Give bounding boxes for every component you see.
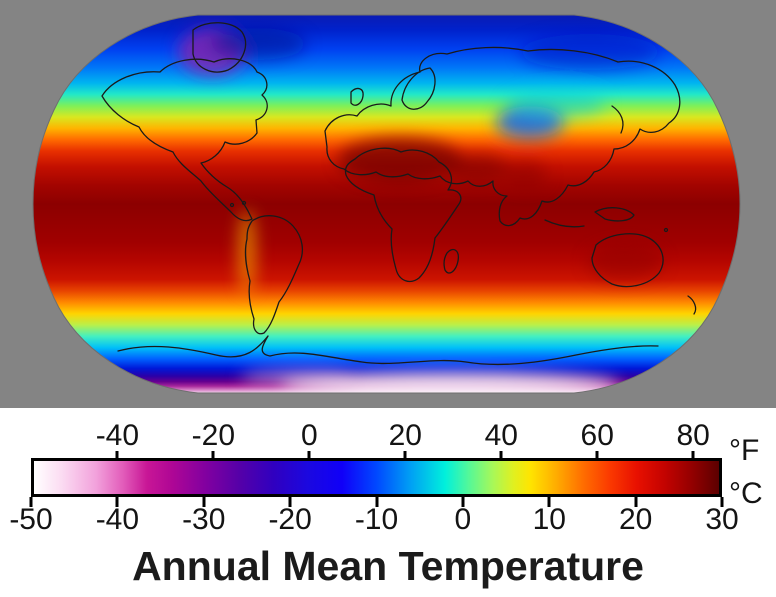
indonesia-outline: [544, 219, 585, 228]
new-zealand-outline: [687, 295, 697, 315]
tick-label: -50: [9, 503, 53, 536]
tick-label: 60: [580, 419, 614, 452]
tick-mark: [375, 497, 378, 507]
coastlines: [101, 22, 697, 366]
world-map-svg: [32, 14, 741, 394]
tick-label: 20: [618, 503, 653, 536]
south-america-outline: [244, 215, 304, 335]
tick-mark: [202, 497, 206, 507]
tick-mark: [288, 497, 292, 507]
tick-label: -30: [182, 503, 226, 536]
scandinavia-outline: [401, 67, 436, 110]
tick-label: -20: [268, 503, 312, 536]
island-dot: [229, 202, 235, 208]
tick-mark: [29, 497, 33, 507]
tick-mark: [634, 497, 638, 507]
antarctica-coastline: [117, 335, 659, 366]
andes-cool-stripe: [238, 210, 256, 294]
map-area: [0, 0, 776, 408]
tick-label: 20: [388, 419, 422, 452]
antarctica-white-patch: [280, 372, 620, 393]
tick-mark: [211, 451, 215, 459]
fahrenheit-tick-marks: [0, 451, 776, 459]
temperature-legend: -40 -20 0 20 40 60 80 -50 -40 -30 -20 -10 0 10 20 30 °…: [0, 408, 776, 597]
eurasia-outline: [324, 46, 681, 227]
madagascar-outline: [443, 248, 459, 274]
tick-label: 10: [532, 503, 566, 536]
north-america-outline: [101, 58, 268, 222]
greenland-outline: [192, 22, 247, 73]
tick-mark: [115, 497, 119, 507]
tick-label: -40: [95, 419, 140, 452]
chart-title: Annual Mean Temperature: [132, 543, 644, 589]
tick-mark: [691, 451, 695, 459]
celsius-tick-labels: -50 -40 -30 -20 -10 0 10 20 30: [0, 504, 776, 536]
tick-mark: [115, 451, 119, 459]
tick-label: 40: [484, 419, 518, 452]
island-dot: [663, 227, 669, 233]
tick-mark: [307, 451, 311, 459]
colorbar: [31, 458, 722, 497]
tick-mark: [499, 451, 503, 459]
sahara-hot-patch: [338, 138, 462, 182]
tick-label: 0: [300, 419, 318, 452]
antarctica-pink-patch: [240, 368, 360, 388]
fahrenheit-unit-label: °F: [729, 434, 760, 467]
japan-outline: [611, 105, 624, 134]
britain-outline: [350, 87, 364, 106]
tick-label: -40: [95, 503, 140, 536]
regional-temperature-anomalies: [178, 28, 663, 393]
tick-label: 0: [454, 503, 472, 536]
tick-label: 30: [705, 503, 739, 536]
celsius-tick-marks: [0, 497, 776, 507]
africa-outline: [344, 147, 462, 283]
new-guinea-outline: [594, 207, 635, 222]
celsius-unit-label: °C: [729, 477, 763, 510]
arctic-canada-cold-patch: [210, 28, 306, 60]
tick-label: 80: [676, 419, 710, 452]
fahrenheit-tick-labels: -40 -20 0 20 40 60 80: [0, 420, 776, 452]
tick-mark: [461, 497, 465, 507]
australia-outline: [591, 233, 664, 288]
tick-mark: [403, 451, 407, 459]
australia-hot-patch: [587, 244, 663, 280]
temperature-field: [33, 15, 740, 393]
siberia-cold-patch: [520, 34, 660, 70]
island-dot: [241, 200, 247, 206]
arabia-hot-patch: [448, 154, 508, 182]
india-hot-patch: [503, 161, 547, 189]
projection-outline: [32, 14, 741, 394]
tick-mark: [595, 451, 599, 459]
central-asia-cool-patch: [506, 90, 606, 118]
tick-label: -20: [191, 419, 236, 452]
tick-mark: [720, 497, 724, 507]
tick-mark: [547, 497, 551, 507]
tick-label: -10: [354, 503, 399, 536]
